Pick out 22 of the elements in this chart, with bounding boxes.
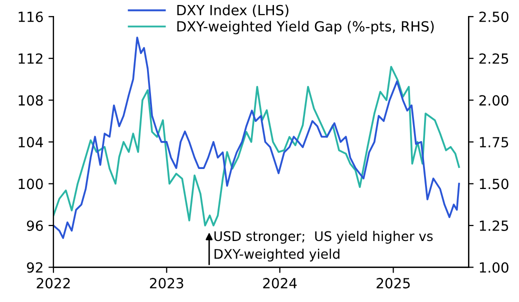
- y-tick-label: 96: [26, 220, 43, 231]
- y-tick-label: 92: [26, 262, 42, 273]
- y-tick-label: 100: [18, 178, 43, 190]
- legend-label: DXY-weighted Yield Gap (%-pts, RHS): [177, 20, 434, 34]
- y-tick-label: 104: [18, 136, 43, 148]
- x-tick-label: 2025: [376, 278, 410, 288]
- y2-tick-label: 1.00: [480, 262, 508, 273]
- x-tick-label: 2022: [36, 278, 70, 288]
- line-series: [53, 66, 460, 226]
- legend-label: DXY Index (LHS): [177, 4, 288, 18]
- x-tick-label: 2024: [263, 278, 297, 288]
- y2-tick-label: 1.75: [480, 137, 508, 148]
- x-tick-label: 2023: [150, 278, 184, 288]
- annotation: USD stronger; US yield higher vs DXY-weighted yield: [214, 230, 433, 262]
- y-tick-label: 112: [18, 53, 42, 64]
- y2-tick-label: 2.00: [479, 95, 508, 106]
- y2-tick-label: 2.25: [479, 53, 508, 64]
- y2-tick-label: 1.25: [480, 220, 508, 231]
- y2-tick-label: 2.50: [479, 12, 508, 22]
- y-tick-label: 108: [18, 95, 43, 106]
- y2-tick-label: 1.50: [480, 178, 508, 190]
- y-tick-label: 116: [18, 12, 43, 22]
